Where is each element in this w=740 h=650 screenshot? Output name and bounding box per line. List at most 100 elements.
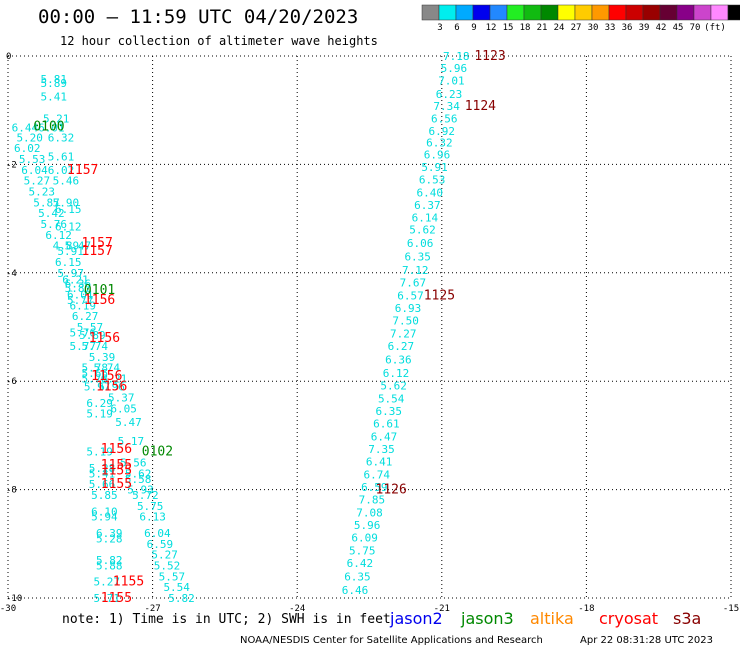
colorbar-label: 18 (520, 23, 531, 33)
pass-time-label: 0101 (84, 283, 115, 298)
wave-height-value: 6.15 (55, 203, 82, 216)
wave-height-value: 6.13 (139, 511, 166, 524)
x-tick-label: -27 (144, 604, 160, 614)
colorbar-label: 21 (537, 23, 548, 33)
wave-height-value: 6.41 (366, 455, 393, 468)
wave-height-value: 5.87 (65, 282, 92, 295)
y-tick-label: -6 (6, 377, 17, 387)
colorbar-label: 9 (471, 23, 476, 33)
wave-height-value: 5.96 (98, 381, 125, 394)
y-tick-label: -4 (6, 269, 17, 279)
wave-height-value: 6.35 (404, 251, 431, 264)
wave-height-value: 5.53 (19, 153, 46, 166)
generation-timestamp: Apr 22 08:31:28 UTC 2023 (580, 635, 713, 646)
wave-height-value: 5.42 (38, 207, 65, 220)
pass-time-label: 1156 (101, 442, 132, 457)
legend-jason2: jason2 (390, 609, 443, 628)
wave-height-value: 6.47 (371, 430, 398, 443)
wave-height-value: 5.74 (94, 362, 121, 375)
wave-height-value: 7.18 (443, 50, 470, 63)
pass-time-label: 1125 (424, 289, 455, 304)
wave-height-value: 5.66 (82, 367, 109, 380)
wave-height-value: 5.54 (378, 393, 405, 406)
wave-height-value: 6.37 (414, 199, 441, 212)
wave-height-value: 6.21 (101, 372, 128, 385)
wave-height-value: 5.91 (421, 161, 448, 174)
credit-line: NOAA/NESDIS Center for Satellite Applica… (240, 635, 543, 646)
y-tick-label: -2 (6, 160, 17, 170)
wave-height-value: 5.89 (41, 77, 68, 90)
x-tick-label: -24 (289, 604, 305, 614)
pass-time-label: 0102 (142, 445, 173, 460)
wave-height-value: 6.42 (347, 557, 374, 570)
y-tick-label: 0 (6, 52, 11, 62)
legend-s3a: s3a (673, 609, 702, 628)
wave-height-value: 5.76 (41, 218, 68, 231)
wave-height-value: 6.57 (397, 290, 424, 303)
x-tick-label: -18 (578, 604, 594, 614)
units-note: note: 1) Time is in UTC; 2) SWH is in fe… (62, 612, 391, 627)
pass-time-label: 1124 (465, 99, 496, 114)
pass-time-label: 0100 (33, 119, 64, 134)
wave-height-value: 6.36 (65, 278, 92, 291)
wave-height-value: 6.92 (429, 125, 456, 138)
colorbar-label: 3 (437, 23, 442, 33)
wave-height-value: 5.71 (94, 592, 121, 605)
pass-time-label: 1155 (101, 458, 132, 473)
wave-height-value: 5.75 (349, 544, 376, 557)
wave-height-value: 5.88 (96, 559, 123, 572)
wave-height-value: 5.87 (33, 196, 60, 209)
wave-height-value: 5.78 (82, 372, 109, 385)
wave-height-value: 6.46 (342, 584, 369, 597)
wave-height-value: 6.05 (110, 402, 137, 415)
wave-height-value: 5.41 (89, 467, 116, 480)
wave-height-value: 5.91 (57, 245, 84, 258)
pass-time-label: 1157 (67, 163, 98, 178)
wave-height-value: 6.23 (436, 88, 463, 101)
wave-height-value: 6.14 (412, 212, 439, 225)
wave-height-value: 5.62 (409, 223, 436, 236)
wave-height-value: 6.01 (67, 288, 94, 301)
colorbar-label: 6 (454, 23, 459, 33)
wave-height-value: 5.72 (132, 489, 159, 502)
pass-time-label: 1156 (91, 369, 122, 384)
wave-height-value: 5.20 (16, 131, 43, 144)
pass-time-label: 1155 (101, 591, 132, 606)
legend-jason3: jason3 (461, 609, 514, 628)
pass-time-label: 1157 (82, 236, 113, 251)
wave-height-value: 5.74 (82, 340, 109, 353)
x-tick-label: -30 (0, 604, 16, 614)
colorbar-label: 45 (673, 23, 684, 33)
wave-height-value: 6.04 (144, 527, 171, 540)
wave-height-value: 7.01 (438, 74, 465, 87)
wave-height-value: 6.59 (361, 481, 388, 494)
wave-height-value: 6.29 (86, 397, 113, 410)
wave-height-value: 5.82 (96, 554, 123, 567)
pass-time-label: 1155 (101, 477, 132, 492)
wave-height-value: 5.39 (89, 351, 116, 364)
wave-height-value: 5.82 (168, 592, 195, 605)
wave-height-value: 6.27 (388, 340, 415, 353)
wave-height-value: 7.34 (433, 100, 460, 113)
wave-height-value: 5.21 (43, 112, 70, 125)
color-scale-legend: 3 6 9 12 15 18 21 24 27 30 33 36 39 42 45 70 (ft) (421, 4, 740, 33)
wave-height-value: 7.85 (359, 493, 386, 506)
wave-height-value: 6.02 (14, 142, 41, 155)
wave-height-value: 5.78 (82, 362, 109, 375)
wave-height-value: 5.93 (127, 484, 154, 497)
wave-height-value: 6.27 (72, 310, 99, 323)
pass-time-label: 1126 (376, 483, 407, 498)
wave-height-value: 5.28 (89, 462, 116, 475)
wave-height-value: 5.17 (118, 435, 145, 448)
colorbar-unit: (ft) (704, 23, 726, 33)
wave-height-value: 6.09 (351, 531, 378, 544)
wave-height-value: 5.90 (53, 196, 80, 209)
wave-height-value: 6.40 (417, 187, 444, 200)
wave-height-value: 6.15 (55, 256, 82, 269)
wave-height-value: 6.32 (426, 137, 453, 150)
wave-height-value: 5.47 (115, 416, 142, 429)
wave-height-value: 6.96 (424, 149, 451, 162)
colorbar-label: 12 (486, 23, 497, 33)
wave-height-value: 6.35 (344, 570, 371, 583)
legend-cryosat: cryosat (599, 609, 659, 628)
